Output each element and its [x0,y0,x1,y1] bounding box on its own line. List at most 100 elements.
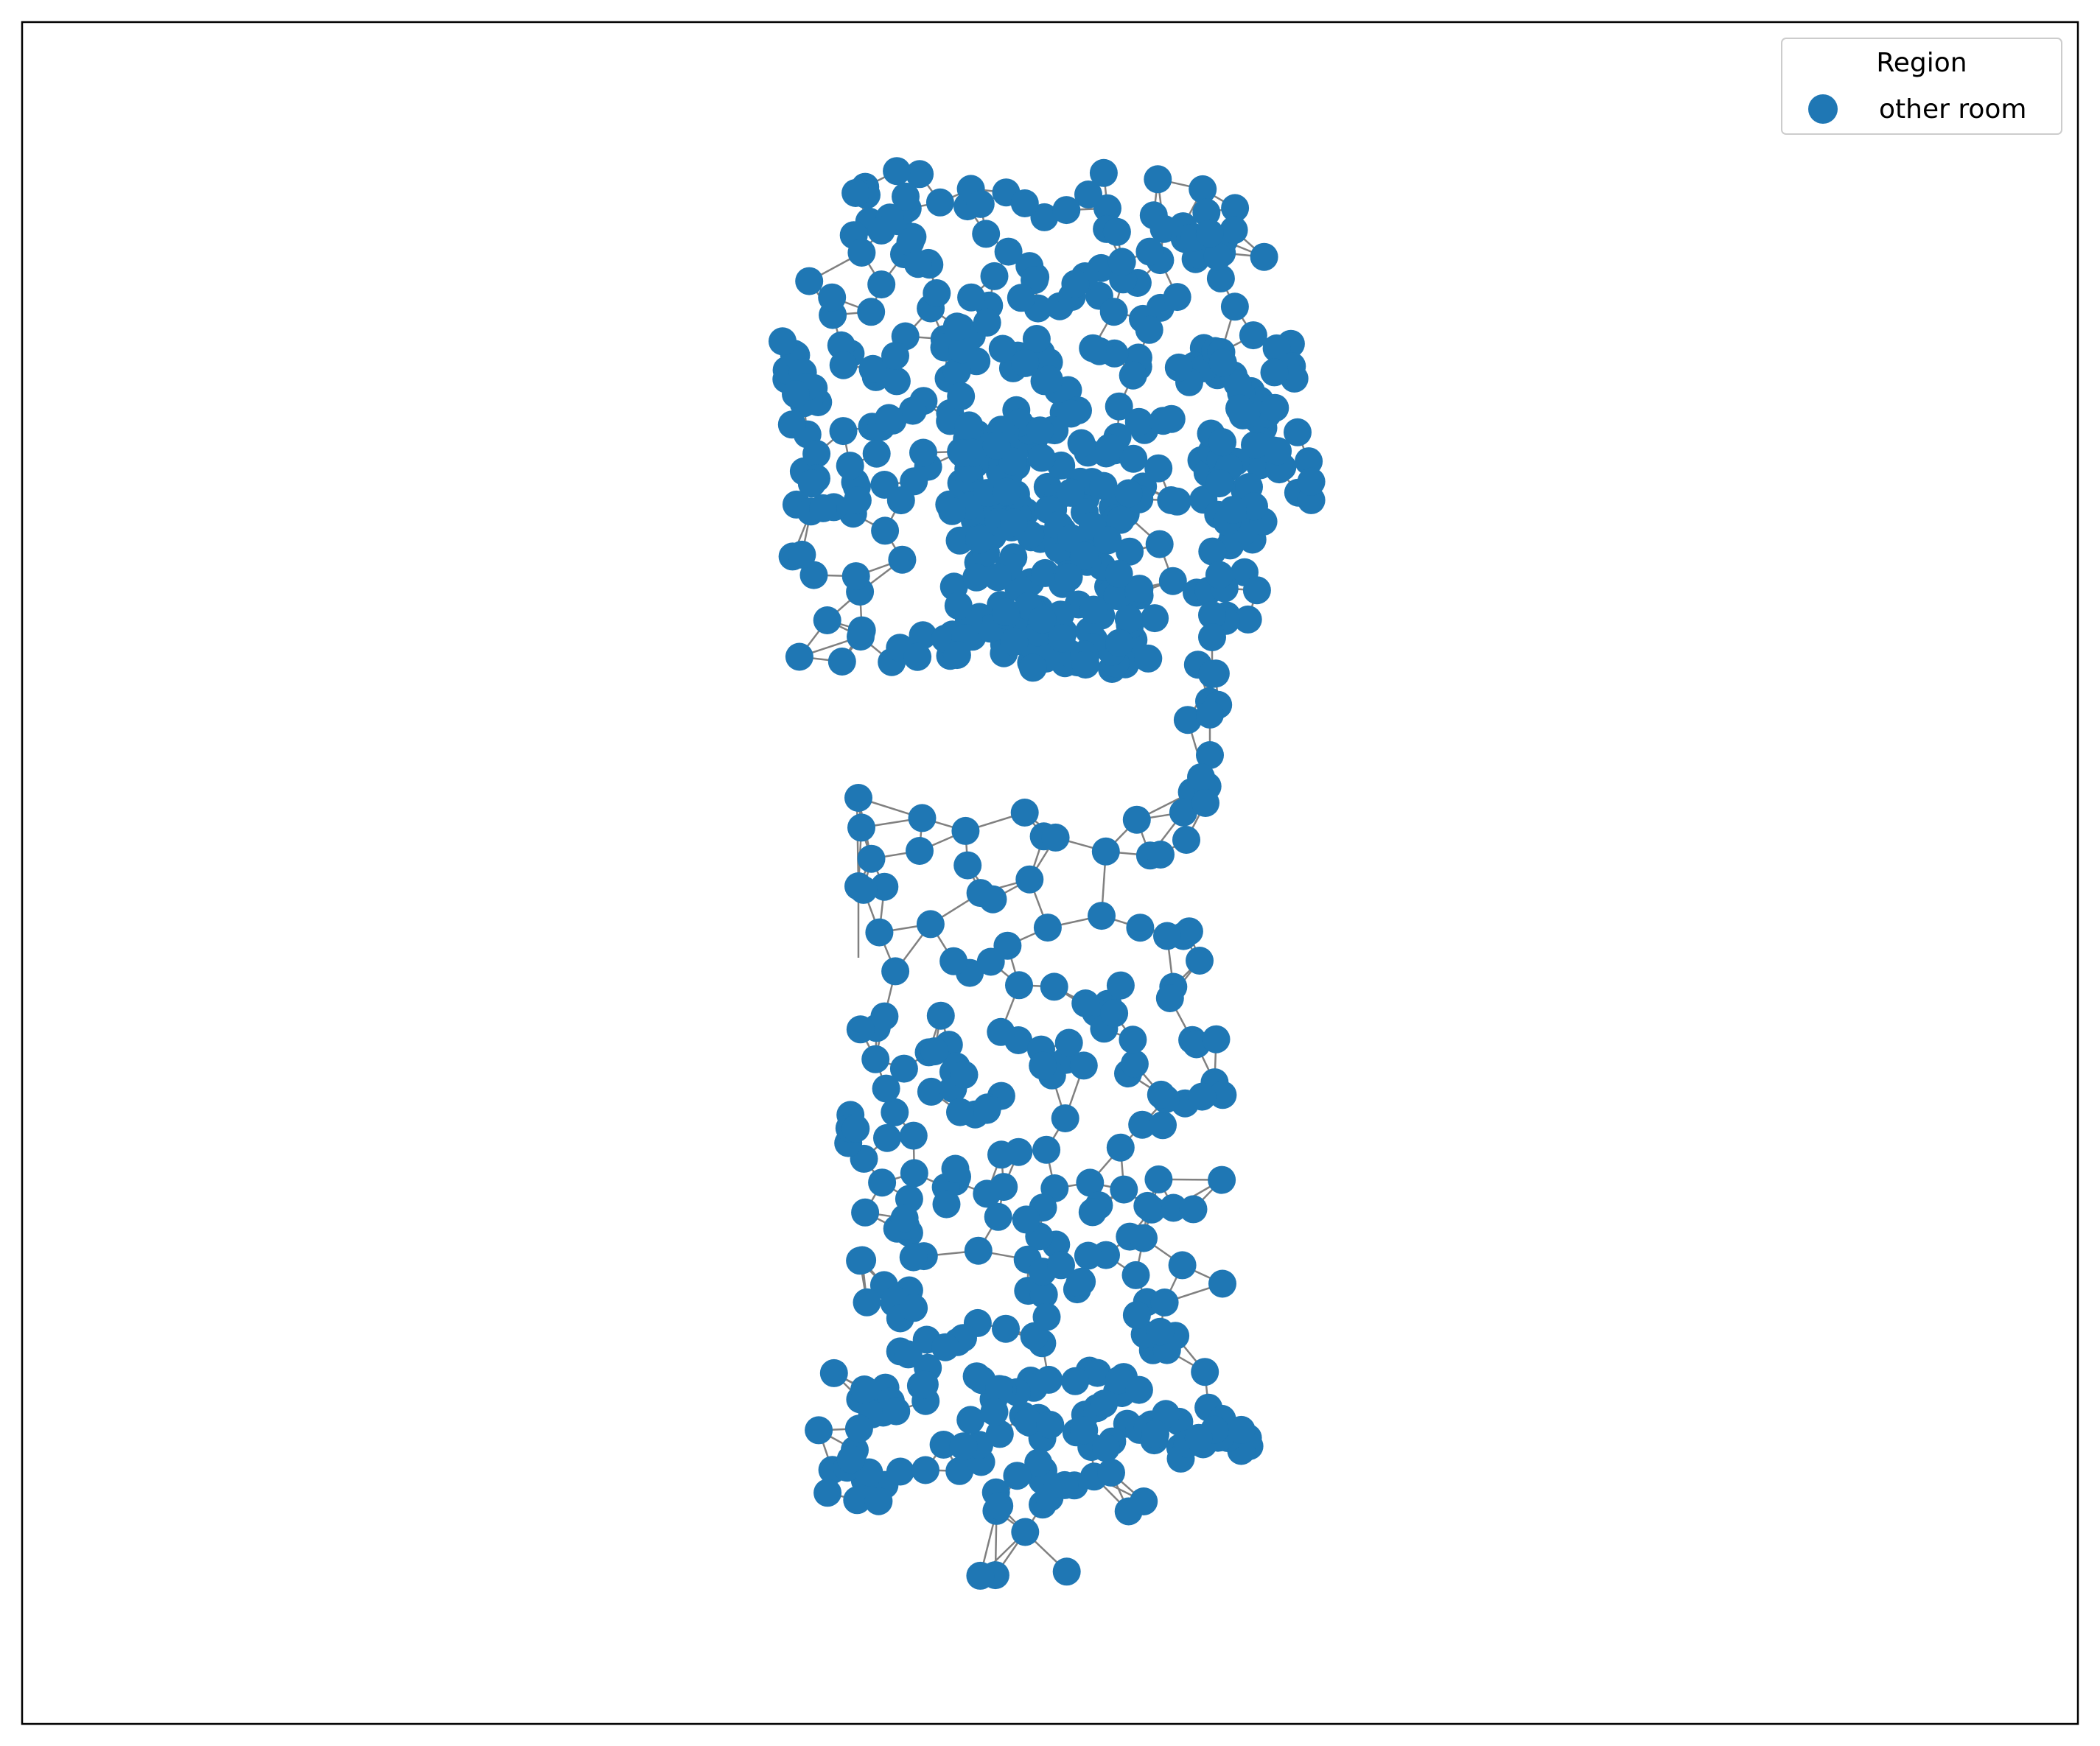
graph-node [886,486,915,515]
graph-node [844,1414,873,1443]
graph-node [1093,526,1122,555]
graph-node [1033,914,1062,942]
graph-node [1076,1168,1105,1197]
graph-edge [855,797,860,887]
graph-node [1095,433,1124,462]
graph-node [1149,1111,1177,1140]
graph-node [1061,1367,1090,1395]
graph-node [1195,219,1224,248]
graph-node [1208,1165,1236,1194]
graph-node [1189,175,1217,203]
graph-node [1219,216,1248,245]
graph-node [1133,1191,1162,1220]
graph-node [1015,865,1044,894]
graph-node [1144,1165,1173,1193]
graph-node [911,1456,939,1484]
nodes-layer [769,157,1326,1590]
graph-node [1030,203,1059,231]
graph-node [973,308,1001,337]
graph-node [1097,1458,1125,1487]
graph-node [1099,298,1128,326]
graph-node [875,404,903,432]
graph-node [1227,1415,1256,1444]
graph-node [819,1358,848,1387]
graph-node [882,367,911,396]
graph-node [829,351,858,379]
graph-node [900,1294,928,1322]
graph-node [987,1017,1015,1046]
graph-node [992,1314,1020,1343]
graph-node [980,1398,1009,1426]
graph-node [797,469,826,498]
graph-node [870,872,899,901]
graph-node [1147,841,1175,869]
graph-node [939,947,968,975]
graph-node [985,1420,1014,1448]
graph-node [1047,1251,1075,1280]
graph-node [949,1432,978,1461]
graph-node [903,250,932,278]
graph-node [993,477,1021,506]
graph-node [951,816,980,845]
graph-node [909,621,937,650]
graph-node [948,335,977,364]
graph-node [1000,508,1028,537]
graph-node [1144,454,1173,483]
graph-node [843,486,872,515]
graph-node [1206,264,1235,292]
graph-node [1124,407,1153,436]
graph-node [836,1445,865,1473]
graph-node [1187,763,1215,791]
graph-node [841,1115,870,1143]
graph-node [899,1243,928,1272]
graph-node [1168,1251,1197,1280]
graph-node [1057,399,1085,428]
graph-node [1089,158,1118,187]
graph-node [1163,283,1191,312]
graph-node [1173,706,1202,734]
graph-node [809,494,837,522]
graph-node [1052,196,1081,225]
graph-node [1068,1267,1096,1296]
graph-node [1128,1110,1157,1139]
graph-node [1106,971,1135,1000]
graph-node [818,283,847,312]
graph-node [868,1168,897,1197]
graph-node [1233,605,1262,634]
graph-node [1135,315,1163,344]
graph-node [1155,984,1184,1012]
graph-node [777,410,806,439]
graph-node [1119,444,1148,473]
legend-box [1781,38,2062,135]
graph-node [966,189,995,218]
graph-node [846,1015,875,1044]
graph-node [908,804,937,832]
graph-node [1198,601,1226,629]
graph-node [1208,1269,1236,1298]
graph-node [1074,180,1102,208]
graph-node [1175,917,1203,946]
graph-node [1198,660,1226,688]
graph-node [1179,1195,1208,1224]
graph-node [1126,914,1155,942]
graph-node [1011,1518,1040,1546]
graph-node [1032,1135,1061,1164]
graph-node [1026,416,1054,445]
graph-node [966,1561,995,1590]
graph-node [846,1247,875,1275]
graph-node [1196,701,1224,729]
graph-node [976,947,1005,976]
graph-node [1191,1358,1219,1386]
graph-node [1029,1051,1057,1080]
graph-node [1225,394,1253,423]
graph-node [1260,358,1289,387]
graph-node [1164,353,1193,382]
graph-node [1295,447,1323,476]
graph-node [1203,242,1232,271]
graph-node [1074,1241,1102,1270]
graph-node [1054,1028,1083,1057]
graph-node [945,1456,974,1485]
graph-node [1124,1375,1153,1404]
graph-node [769,327,797,356]
graph-node [889,1054,918,1083]
